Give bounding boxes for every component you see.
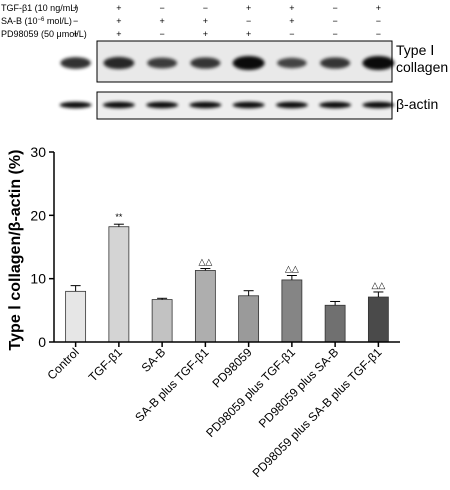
x-tick-label: PD98059 plus SA-B [256,345,341,430]
bar [108,226,130,343]
treatment-sign: − [376,16,381,26]
collagen-band [147,57,178,69]
bar-chart: Type Ⅰ collagen/β-actin (%) 0 10 20 30 ** △△… [7,144,400,480]
treatment-sign: − [246,16,251,26]
treatment-sign: + [246,3,251,13]
treatment-sign: + [116,29,121,39]
treatment-sign: + [246,29,251,39]
actin-band [232,101,265,109]
significance-label: △△ [371,280,385,290]
bar [151,299,173,343]
treatment-sign: − [332,29,337,39]
y-tick-label: 20 [30,207,46,223]
treatment-sign: + [203,16,208,26]
bars: ** △△ △△ △△ [65,212,389,343]
bar [324,304,346,343]
collagen-band [277,57,307,69]
actin-bands [59,101,395,109]
y-axis-label: Type Ⅰ collagen/β-actin (%) [7,150,24,351]
actin-band [362,101,395,109]
actin-band [102,101,135,109]
treatment-label-sab: SA-B (10−6 mol/L) [1,16,72,26]
treatment-table: TGF-β1 (10 ng/mL) SA-B (10−6 mol/L) PD98… [1,3,381,39]
treatment-sign: + [73,3,78,13]
bar [238,295,260,343]
treatment-sign: − [332,16,337,26]
actin-band [189,101,222,109]
collagen-band [190,57,221,69]
x-tick-label: SA-B plus TGF-β1 [132,345,211,424]
treatment-sign: − [203,3,208,13]
y-tick-label: 30 [30,144,46,160]
actin-blot-label: β-actin [396,96,438,112]
x-axis: Control TGF-β1 SA-BSA-B plus TGF-β1PD98059… [44,341,400,480]
bar [367,296,389,343]
actin-band [146,101,179,109]
bar [281,279,303,343]
significance-label: △△ [285,264,299,274]
collagen-blot-label-line1: Type Ⅰ [396,42,434,58]
y-tick-label: 0 [38,334,46,350]
treatment-sign: − [159,3,164,13]
collagen-band [320,57,351,69]
collagen-bands [60,56,395,70]
actin-band [275,101,308,109]
collagen-band [60,57,91,69]
treatment-sign: + [289,16,294,26]
treatment-signs: + + − − + + − + − + + + − + − − + + − + + − − − [73,3,381,39]
significance-label: ** [115,212,123,222]
treatment-label-tgf: TGF-β1 (10 ng/mL) [1,3,78,13]
y-axis: 0 10 20 30 [30,144,55,350]
x-tick-label: SA-B [139,345,169,375]
y-tick-label: 10 [30,271,46,287]
treatment-sign: − [73,16,78,26]
collagen-band [362,56,395,70]
treatment-sign: + [116,3,121,13]
blot-panels: Type Ⅰ collagen β-actin [59,40,448,120]
collagen-band [232,56,265,70]
bar [194,270,216,343]
significance-label: △△ [198,257,212,267]
treatment-sign: + [73,29,78,39]
x-tick-label: Control [44,345,81,382]
collagen-band [103,56,135,70]
treatment-sign: − [289,29,294,39]
treatment-sign: − [332,3,337,13]
treatment-sign: + [203,29,208,39]
treatment-sign: + [116,16,121,26]
x-tick-label: PD98059 [209,345,255,391]
treatment-sign: − [376,29,381,39]
treatment-sign: − [159,29,164,39]
treatment-sign: + [376,3,381,13]
collagen-blot-label-line2: collagen [396,59,448,75]
actin-band [59,101,92,109]
treatment-sign: + [159,16,164,26]
treatment-label-pd: PD98059 (50 μmol/L) [1,29,87,39]
treatment-sign: + [289,3,294,13]
x-tick-label: TGF-β1 [86,345,126,385]
actin-band [319,101,352,109]
bar [65,290,87,343]
